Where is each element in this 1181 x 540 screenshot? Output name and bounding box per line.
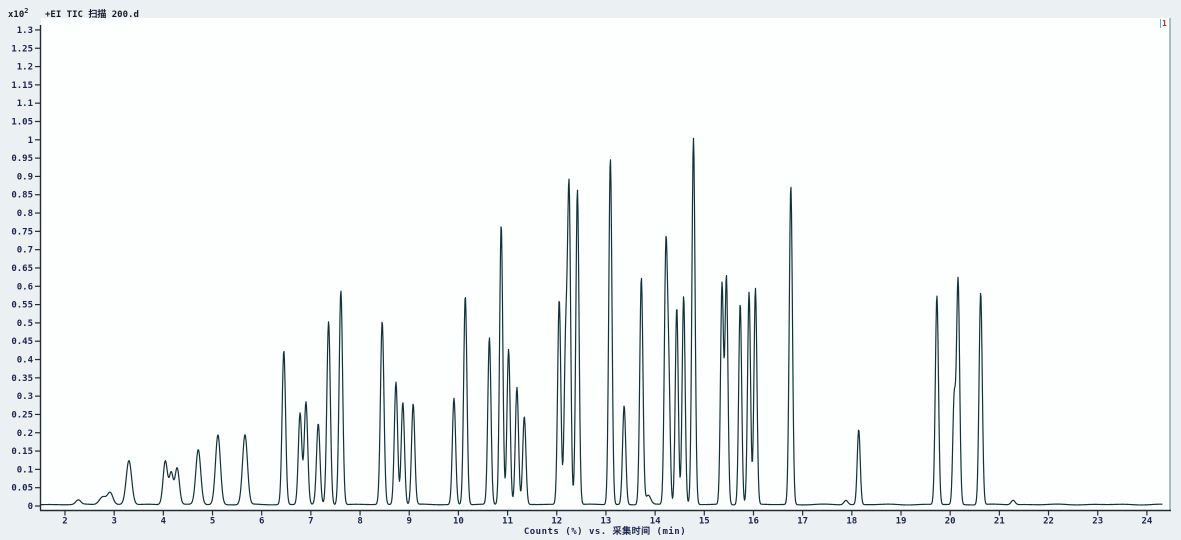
x-tick-label: 22 (1043, 517, 1054, 527)
x-tick-label: 23 (1092, 517, 1103, 527)
y-tick-label: 0.6 (17, 282, 33, 292)
y-tick-label: 1 (28, 136, 33, 146)
y-tick-label: 1.2 (17, 63, 33, 73)
x-tick-label: 4 (161, 517, 167, 527)
y-tick-label: 0.05 (11, 484, 33, 494)
y-tick-label: 0.35 (11, 374, 33, 384)
y-tick-label: 1.15 (11, 81, 33, 91)
plot-background (41, 18, 1170, 511)
x-tick-label: 11 (502, 517, 513, 527)
y-tick-label: 0.2 (17, 429, 33, 439)
x-tick-label: 21 (994, 517, 1005, 527)
x-tick-label: 5 (210, 517, 215, 527)
x-tick-label: 16 (748, 517, 759, 527)
y-tick-label: 1.1 (17, 99, 33, 109)
x-tick-label: 9 (407, 517, 412, 527)
y-tick-label: 0.95 (11, 154, 33, 164)
y-tick-label: 0.3 (17, 392, 33, 402)
x-tick-label: 24 (1141, 517, 1152, 527)
y-scale-label: x102 (8, 7, 29, 20)
chart-title: +EI TIC 扫描 200.d (45, 10, 139, 20)
y-tick-label: 1.3 (17, 26, 33, 36)
x-tick-label: 10 (453, 517, 464, 527)
x-tick-label: 8 (357, 517, 362, 527)
x-tick-label: 14 (650, 517, 661, 527)
y-tick-label: 1.25 (11, 44, 33, 54)
x-tick-label: 18 (846, 517, 857, 527)
y-tick-label: 1.05 (11, 117, 33, 127)
x-tick-label: 7 (308, 517, 313, 527)
x-tick-label: 2 (62, 517, 67, 527)
y-tick-label: 0.55 (11, 301, 33, 311)
y-tick-label: 0.75 (11, 227, 33, 237)
y-tick-label: 0.85 (11, 191, 33, 201)
x-tick-label: 20 (945, 517, 956, 527)
y-tick-label: 0.15 (11, 447, 33, 457)
x-tick-label: 6 (259, 517, 264, 527)
x-tick-label: 13 (601, 517, 612, 527)
y-tick-label: 0.65 (11, 264, 33, 274)
x-tick-label: 19 (896, 517, 907, 527)
y-tick-label: 0.8 (17, 209, 33, 219)
x-tick-label: 17 (797, 517, 808, 527)
y-tick-label: 0.4 (17, 356, 34, 366)
y-tick-label: 0.5 (17, 319, 33, 329)
tic-trace (40, 137, 1163, 506)
annotation-marker[interactable]: 1 (1160, 19, 1167, 28)
y-tick-label: 0 (28, 502, 33, 512)
y-tick-label: 0.25 (11, 410, 33, 420)
y-tick-label: 0.9 (17, 172, 33, 182)
x-tick-label: 12 (551, 517, 562, 527)
y-tick-label: 0.45 (11, 337, 33, 347)
x-axis-label: Counts (%) vs. 采集时间 (min) (523, 527, 687, 537)
y-tick-label: 0.1 (17, 465, 33, 475)
y-tick-label: 0.7 (17, 246, 33, 256)
x-tick-label: 3 (111, 517, 116, 527)
x-tick-label: 15 (699, 517, 710, 527)
